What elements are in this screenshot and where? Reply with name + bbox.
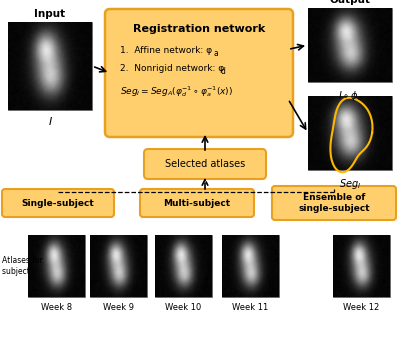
Text: Week 9: Week 9	[103, 303, 134, 312]
Text: Registration network: Registration network	[133, 24, 265, 34]
FancyBboxPatch shape	[105, 9, 293, 137]
Text: d: d	[221, 67, 226, 76]
Bar	[8, 22, 92, 110]
Bar	[222, 235, 279, 297]
Text: Week 10: Week 10	[165, 303, 202, 312]
Text: a: a	[214, 49, 219, 58]
Text: Multi-subject: Multi-subject	[164, 198, 230, 208]
Text: Single-subject: Single-subject	[22, 198, 94, 208]
Text: Input: Input	[34, 9, 66, 19]
Text: $Seg_I = Seg_A(\varphi_d^{-1} \circ \varphi_a^{-1}(x))$: $Seg_I = Seg_A(\varphi_d^{-1} \circ \var…	[120, 84, 233, 99]
Text: Week 12: Week 12	[343, 303, 380, 312]
Text: Atlases for
subject i: Atlases for subject i	[2, 256, 43, 276]
Bar	[308, 8, 392, 82]
Text: 2.  Nonrigid network: φ: 2. Nonrigid network: φ	[120, 64, 224, 73]
Text: I: I	[48, 117, 52, 127]
Text: Week 8: Week 8	[41, 303, 72, 312]
Bar	[28, 235, 85, 297]
FancyBboxPatch shape	[140, 189, 254, 217]
Text: 1.  Affine network: φ: 1. Affine network: φ	[120, 46, 212, 55]
FancyBboxPatch shape	[144, 149, 266, 179]
Text: Output: Output	[330, 0, 370, 5]
Text: Ensemble of
single-subject: Ensemble of single-subject	[298, 193, 370, 213]
Bar	[155, 235, 212, 297]
Text: $Seg_I$: $Seg_I$	[339, 177, 361, 191]
FancyBboxPatch shape	[2, 189, 114, 217]
Bar	[333, 235, 390, 297]
Text: Selected atlases: Selected atlases	[165, 159, 245, 169]
Bar	[90, 235, 147, 297]
Bar	[308, 96, 392, 170]
Text: Week 11: Week 11	[232, 303, 269, 312]
Text: $I \circ \phi_a$: $I \circ \phi_a$	[338, 89, 362, 103]
FancyBboxPatch shape	[272, 186, 396, 220]
